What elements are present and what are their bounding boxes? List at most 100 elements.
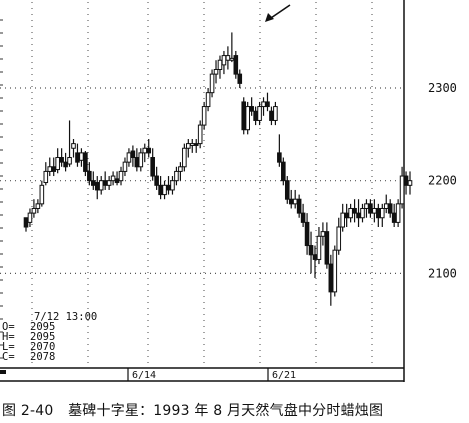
candle (55, 148, 60, 174)
readout-low-value: 2070 (30, 341, 55, 353)
candle-body (344, 212, 349, 219)
candle (253, 106, 258, 126)
figure-caption: 图 2-40 墓碑十字星：1993 年 8 月天然气盘中分时蜡烛图 (2, 400, 467, 422)
candle-body (328, 263, 334, 293)
candle-body (201, 106, 207, 126)
candle-body (162, 184, 167, 196)
candle (245, 101, 250, 135)
candle (114, 171, 120, 186)
candle (213, 60, 219, 84)
candle-body (209, 73, 215, 94)
candle-body (383, 203, 389, 209)
candle-body (142, 147, 148, 154)
candle (209, 69, 215, 98)
candle (154, 166, 159, 190)
candle (383, 194, 389, 214)
candle-body (118, 170, 124, 182)
candle-body (59, 157, 64, 163)
candle (352, 199, 357, 223)
candle-body (360, 207, 365, 219)
candle (379, 203, 385, 228)
candle (158, 176, 163, 200)
candle-body (94, 182, 100, 191)
candle (288, 189, 294, 209)
candle (332, 245, 338, 297)
readout-close-value: 2078 (30, 351, 55, 363)
candle-body (154, 175, 159, 186)
candle (292, 189, 298, 209)
candle-body (292, 198, 298, 205)
candle (316, 227, 322, 265)
readout-high-value: 2095 (30, 331, 55, 343)
candle (372, 199, 377, 223)
candle-body (217, 59, 223, 70)
candle-body (98, 180, 104, 191)
candle-body (114, 178, 120, 184)
candle (47, 157, 53, 177)
candle-body (110, 175, 116, 182)
candle (102, 171, 108, 190)
candle-body (379, 207, 385, 219)
candle (59, 148, 64, 167)
candle-body (106, 180, 112, 186)
candle-body (221, 55, 227, 66)
candle-body (273, 106, 278, 121)
candle-body (126, 152, 132, 163)
candle-body (27, 212, 33, 223)
candle (138, 148, 144, 172)
candle (146, 138, 152, 158)
candle (328, 254, 334, 306)
candle (284, 176, 290, 204)
candle (51, 157, 57, 177)
candle (368, 199, 373, 218)
candle-body (265, 101, 270, 108)
candle-body (71, 143, 76, 149)
candle-body (170, 180, 175, 191)
candle (221, 50, 227, 75)
candle (182, 143, 187, 172)
candle-body (75, 152, 80, 163)
candle (241, 97, 247, 135)
readout-open-label: O= (2, 321, 15, 333)
candle-body (395, 203, 401, 223)
candle-body (31, 207, 37, 214)
candle-body (312, 254, 318, 260)
candle-body (304, 221, 310, 247)
x-tick-label: 6/21 (272, 370, 296, 381)
candle-body (205, 92, 211, 108)
candle-body (150, 157, 155, 177)
candle-body (391, 212, 397, 223)
candle-body (51, 166, 57, 172)
candle-body (348, 207, 353, 219)
candle-body (300, 212, 306, 223)
candle-body (364, 203, 369, 209)
candle (300, 203, 306, 228)
candle-series (23, 32, 413, 306)
candle (63, 152, 68, 172)
candle (189, 138, 195, 153)
candle (126, 148, 132, 167)
candle (356, 199, 361, 228)
candle-body (277, 152, 282, 163)
candle-body (213, 68, 219, 75)
candle (249, 97, 254, 116)
readout-close-label: C= (2, 351, 15, 363)
candle (273, 101, 278, 126)
candle (35, 199, 41, 214)
candle (130, 145, 136, 167)
candle-body (158, 184, 163, 196)
candle (324, 222, 330, 269)
readout-high-label: H= (2, 331, 15, 343)
candle-body (67, 157, 72, 165)
candle-body (102, 180, 108, 186)
candle-body (407, 180, 413, 186)
candle-body (332, 249, 338, 293)
candle (39, 180, 45, 207)
candle (118, 166, 124, 186)
readout-low-label: L= (2, 341, 15, 353)
candle (344, 203, 349, 228)
candle (348, 203, 353, 223)
candle (304, 213, 310, 255)
candle-body (288, 198, 294, 205)
candle-body (368, 203, 373, 214)
